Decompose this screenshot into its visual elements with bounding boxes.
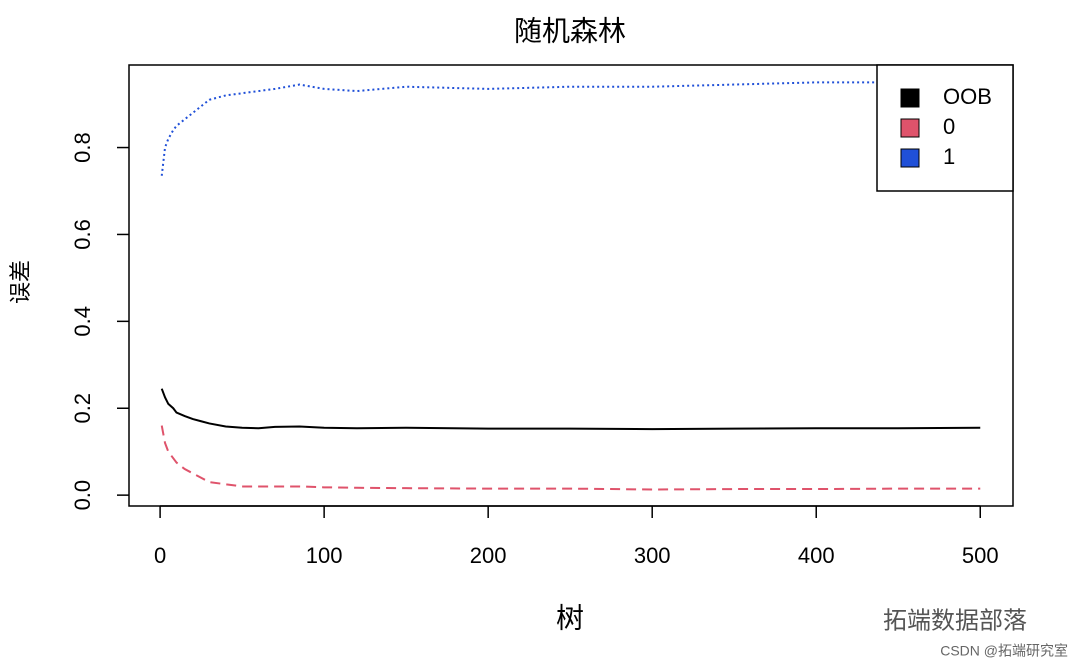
y-tick-label: 0.4 [70, 306, 95, 337]
x-tick-label: 400 [798, 543, 835, 568]
x-axis-label: 树 [556, 602, 584, 633]
x-tick-label: 100 [306, 543, 343, 568]
series-line [160, 425, 981, 491]
x-tick-label: 200 [470, 543, 507, 568]
x-tick-label: 500 [962, 543, 999, 568]
x-tick-label: 300 [634, 543, 671, 568]
legend-swatch [900, 118, 920, 138]
watermark: CSDN @拓端研究室 [940, 643, 1068, 659]
legend-label: 0 [943, 114, 955, 139]
y-tick-label: 0.6 [70, 219, 95, 250]
legend-box [876, 64, 1014, 192]
legend-swatch [900, 88, 920, 108]
watermark: 拓端数据部落 [883, 607, 1027, 634]
chart-title: 随机森林 [514, 15, 626, 46]
y-tick-label: 0.2 [70, 393, 95, 424]
legend-label: OOB [943, 84, 992, 109]
series-line [160, 81, 981, 176]
y-tick-label: 0.8 [70, 132, 95, 163]
y-axis-label: 误差 [8, 260, 33, 304]
y-tick-label: 0.0 [70, 480, 95, 511]
series-line [160, 388, 981, 431]
legend-label: 1 [943, 144, 955, 169]
legend-swatch [900, 148, 920, 168]
x-tick-label: 0 [154, 543, 166, 568]
